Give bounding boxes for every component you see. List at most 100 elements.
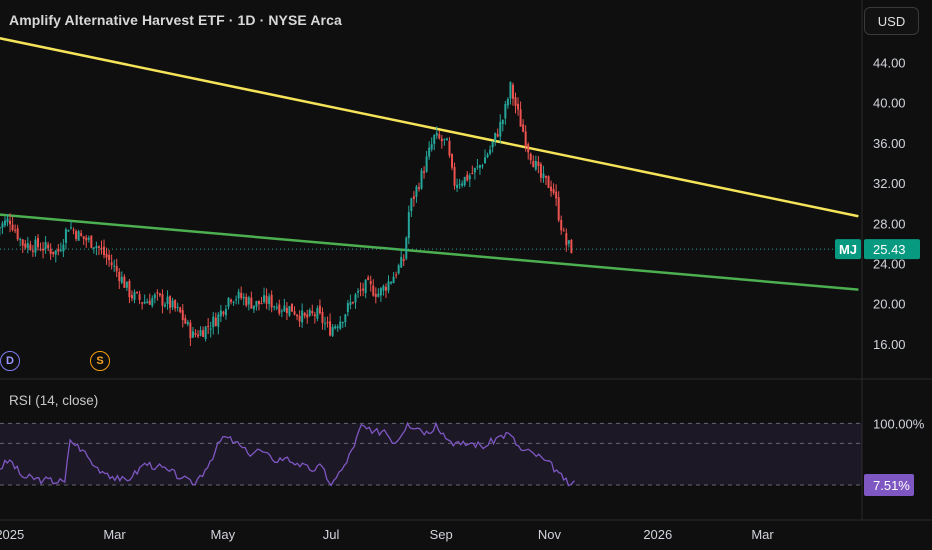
candle-body-76 [189, 322, 192, 339]
candle-body-218 [550, 186, 553, 192]
dividend-event-marker[interactable]: D [0, 351, 20, 371]
candle-body-225 [567, 240, 570, 244]
candle-body-54 [133, 292, 136, 300]
candle-body-159 [400, 256, 403, 268]
candle-body-15 [34, 239, 37, 253]
candle-body-203 [511, 84, 514, 99]
candle-body-98 [245, 296, 248, 306]
ticker-label: MJ [839, 242, 857, 257]
candle-body-221 [557, 197, 560, 221]
candle-body-206 [519, 109, 522, 127]
candle-body-211 [532, 160, 535, 168]
candle-body-14 [31, 250, 34, 252]
candle-body-198 [499, 121, 502, 137]
candle-body-106 [265, 295, 268, 304]
candle-body-135 [339, 321, 342, 329]
candle-body-68 [169, 296, 172, 308]
rsi-top-level-label: 100.00% [873, 416, 925, 431]
candle-body-113 [283, 305, 286, 312]
candle-body-134 [336, 326, 339, 328]
candle-body-5 [9, 220, 12, 225]
x-tick-label: Nov [538, 527, 562, 542]
candle-body-148 [372, 285, 375, 296]
candle-body-168 [423, 171, 426, 173]
candle-body-123 [308, 310, 311, 316]
candle-body-194 [489, 149, 492, 154]
candle-body-172 [433, 135, 436, 144]
split-event-marker[interactable]: S [90, 351, 110, 371]
candle-body-71 [176, 306, 179, 308]
candle-body-28 [67, 230, 70, 232]
candle-body-180 [453, 167, 456, 186]
candle-body-179 [451, 154, 454, 168]
candle-body-187 [471, 172, 474, 174]
upper-trendline [0, 37, 859, 218]
candle-body-84 [209, 328, 212, 330]
candle-body-177 [445, 138, 448, 141]
candle-body-22 [52, 251, 55, 255]
candle-body-61 [151, 298, 154, 306]
candle-body-80 [199, 330, 202, 336]
candle-body-46 [113, 265, 116, 267]
candle-body-124 [311, 311, 314, 314]
candle-body-189 [476, 166, 479, 168]
candle-body-205 [517, 103, 520, 110]
candle-body-100 [250, 297, 253, 309]
candle-body-223 [562, 230, 565, 232]
candle-body-6 [11, 224, 14, 231]
candle-body-77 [191, 331, 194, 338]
candle-body-185 [466, 174, 469, 181]
candle-body-40 [97, 246, 100, 248]
candle-body-63 [156, 292, 159, 294]
candle-body-3 [3, 220, 6, 226]
candle-body-110 [275, 306, 278, 309]
candle-body-208 [524, 131, 527, 147]
candle-body-176 [443, 138, 446, 140]
candle-body-191 [481, 165, 484, 167]
candle-body-78 [194, 332, 197, 335]
candle-body-184 [463, 176, 466, 186]
candle-body-216 [544, 175, 547, 178]
candle-body-215 [542, 173, 545, 179]
candle-body-57 [141, 302, 144, 304]
candle-body-99 [247, 297, 250, 305]
candle-body-11 [24, 243, 27, 248]
candle-body-87 [217, 314, 220, 327]
candle-body-93 [232, 301, 235, 303]
candle-body-50 [123, 276, 126, 288]
rsi-indicator-label[interactable]: RSI (14, close) [9, 393, 99, 408]
candle-body-126 [316, 308, 319, 319]
candle-body-164 [412, 196, 415, 199]
price-pane [0, 0, 862, 378]
candle-body-108 [270, 294, 273, 308]
candle-body-72 [179, 307, 182, 313]
candle-body-92 [230, 299, 233, 302]
candle-body-117 [293, 311, 296, 315]
candle-body-86 [214, 317, 217, 327]
candle-body-220 [555, 191, 558, 199]
ticker-badge [835, 239, 861, 260]
candle-body-182 [458, 184, 461, 186]
candle-body-197 [496, 134, 499, 137]
y-tick-label: 44.00 [873, 56, 906, 71]
candle-body-58 [143, 301, 146, 304]
candle-body-96 [240, 292, 243, 298]
candle-body-174 [438, 134, 441, 139]
rsi-current-badge [864, 474, 914, 496]
candle-body-83 [207, 325, 210, 328]
candle-body-163 [410, 198, 413, 212]
candle-body-151 [379, 288, 382, 296]
candle-body-12 [26, 243, 29, 249]
candle-body-36 [87, 237, 90, 240]
candle-body-214 [539, 164, 542, 178]
candle-body-41 [100, 247, 103, 249]
candle-body-24 [57, 248, 60, 252]
currency-button[interactable]: USD [864, 7, 919, 35]
candle-body-195 [491, 141, 494, 148]
candle-body-129 [324, 323, 327, 325]
candle-body-200 [504, 103, 507, 119]
candle-body-217 [547, 176, 550, 189]
candle-body-196 [494, 132, 497, 142]
candle-body-143 [359, 289, 362, 291]
